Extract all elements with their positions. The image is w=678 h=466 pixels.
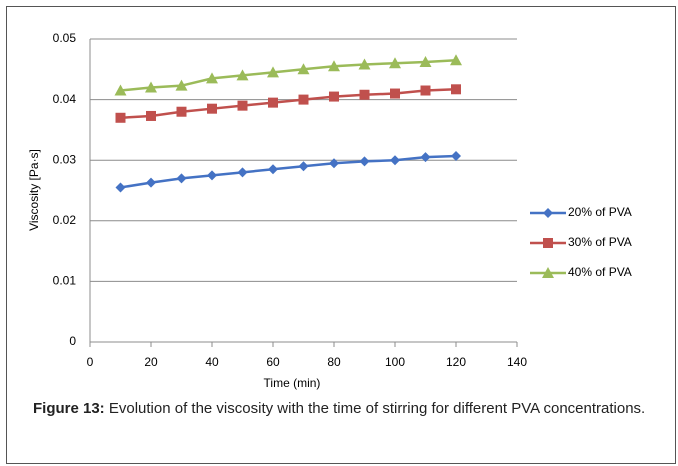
y-tick-label: 0 <box>69 334 76 348</box>
marker <box>115 182 126 193</box>
x-tick-label: 60 <box>266 355 280 369</box>
marker <box>115 112 126 123</box>
caption-label: Figure 13: <box>33 400 105 417</box>
marker <box>451 84 461 95</box>
legend-marker <box>543 238 553 248</box>
x-tick-label: 40 <box>205 355 219 369</box>
marker <box>390 88 400 99</box>
legend-marker <box>543 208 553 218</box>
marker <box>329 158 339 169</box>
figure-frame <box>6 6 676 464</box>
marker <box>419 56 432 68</box>
y-tick-label: 0.02 <box>53 213 77 227</box>
series-line <box>120 88 457 120</box>
legend-marker <box>542 267 554 278</box>
marker <box>451 150 461 161</box>
marker <box>267 66 279 78</box>
legend-label: 20% of PVA <box>568 205 632 219</box>
y-tick-label: 0.05 <box>53 31 77 45</box>
marker <box>176 106 187 117</box>
marker <box>236 69 249 81</box>
y-tick-label: 0.03 <box>53 152 77 166</box>
marker <box>146 110 156 121</box>
marker <box>298 161 309 172</box>
marker <box>146 177 156 188</box>
x-tick-label: 80 <box>327 355 341 369</box>
marker <box>329 91 339 102</box>
marker <box>175 79 188 91</box>
legend-label: 30% of PVA <box>568 235 632 249</box>
marker <box>450 54 462 66</box>
marker <box>359 89 370 100</box>
series-line <box>120 154 457 189</box>
marker <box>207 170 217 181</box>
caption-text: Evolution of the viscosity with the time… <box>108 400 646 417</box>
marker <box>237 167 248 178</box>
marker <box>206 72 218 84</box>
chart: Time (min) Viscosity [Pa·s] 0 0.01 0.02 0.0… <box>27 31 632 390</box>
marker <box>297 63 310 75</box>
marker <box>389 57 401 69</box>
x-tick-label: 120 <box>446 355 466 369</box>
marker <box>268 164 278 175</box>
marker <box>420 152 431 163</box>
marker <box>358 58 371 70</box>
x-tick-label: 20 <box>144 355 158 369</box>
x-tick-label: 0 <box>87 355 94 369</box>
marker <box>390 155 400 166</box>
y-tick-label: 0.04 <box>53 92 77 106</box>
marker <box>420 85 431 96</box>
y-axis-label: Viscosity [Pa·s] <box>27 149 41 231</box>
marker <box>176 173 187 184</box>
caption: Figure 13: Evolution of the viscosity wi… <box>33 399 673 418</box>
marker <box>298 94 309 105</box>
marker <box>207 103 217 114</box>
legend-label: 40% of PVA <box>568 265 632 279</box>
marker <box>237 100 248 111</box>
x-axis-label: Time (min) <box>264 376 321 390</box>
marker <box>114 84 127 96</box>
x-tick-label: 100 <box>385 355 405 369</box>
marker <box>145 81 157 93</box>
series-line <box>120 58 457 92</box>
marker <box>328 60 340 72</box>
x-tick-label: 140 <box>507 355 527 369</box>
y-tick-label: 0.01 <box>53 274 77 288</box>
marker <box>359 156 370 167</box>
marker <box>268 97 278 108</box>
